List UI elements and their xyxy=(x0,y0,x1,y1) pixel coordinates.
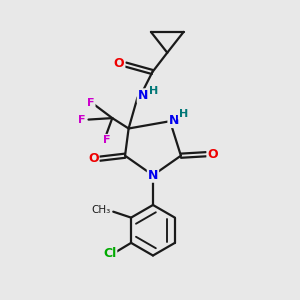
Text: F: F xyxy=(103,135,110,145)
Text: N: N xyxy=(148,169,158,182)
Text: Cl: Cl xyxy=(103,247,116,260)
Text: O: O xyxy=(207,148,218,161)
Text: N: N xyxy=(138,89,148,102)
Text: CH₃: CH₃ xyxy=(92,205,111,215)
Text: F: F xyxy=(87,98,94,108)
Text: N: N xyxy=(168,114,179,127)
Text: H: H xyxy=(149,86,158,96)
Text: F: F xyxy=(78,115,86,124)
Text: H: H xyxy=(179,109,188,119)
Text: O: O xyxy=(88,152,99,165)
Text: O: O xyxy=(114,57,124,70)
